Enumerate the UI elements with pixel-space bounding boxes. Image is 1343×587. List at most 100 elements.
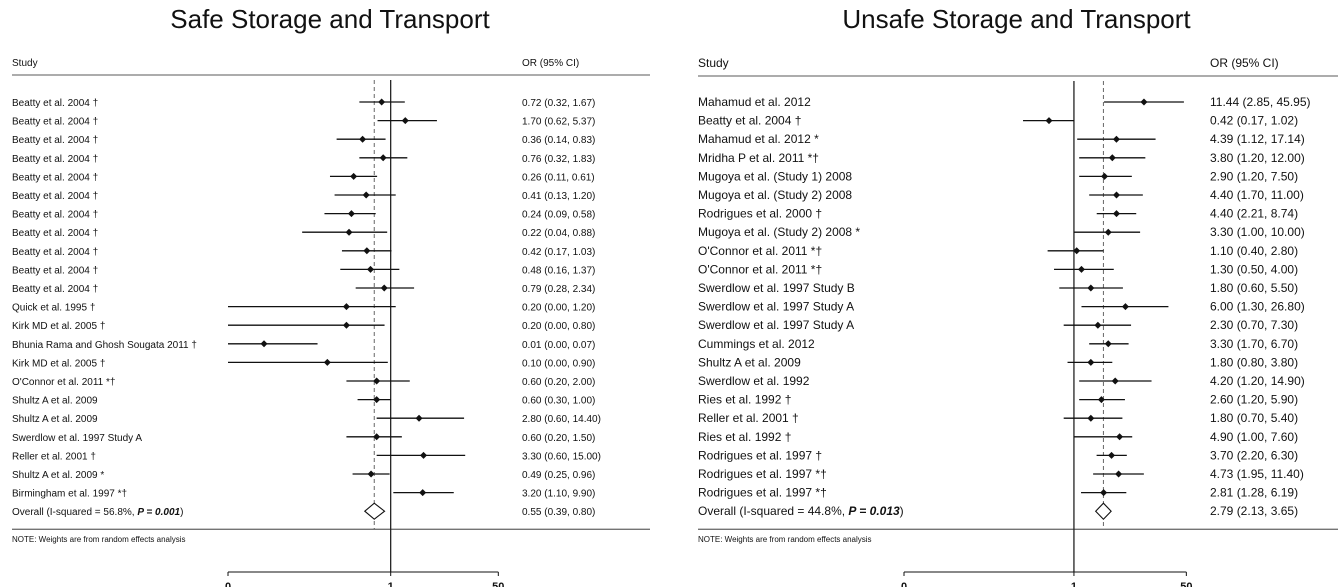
study-row: Beatty et al. 2004 † 0.42 (0.17, 1.03)	[12, 247, 595, 258]
point-estimate-marker	[359, 135, 367, 143]
overall-label: Overall (I-squared = 56.8%, P = 0.001)	[12, 507, 183, 518]
point-estimate-marker	[1121, 303, 1129, 311]
ci-value-label: 0.36 (0.14, 0.83)	[522, 135, 595, 146]
study-label: Beatty et al. 2004 †	[12, 154, 98, 165]
study-row: Quick et al. 1995 † 0.20 (0.00, 1.20)	[12, 303, 595, 314]
study-label: Bhunia Rama and Ghosh Sougata 2011 †	[12, 340, 197, 351]
forest-plot-safe-storage: Safe Storage and Transport Study OR (95% …	[0, 0, 660, 587]
ci-value-label: 4.20 (1.20, 14.90)	[1210, 374, 1305, 388]
ci-value-label: 4.73 (1.95, 11.40)	[1210, 467, 1304, 481]
ci-value-label: 0.01 (0.00, 0.07)	[522, 340, 595, 351]
study-label: Reller et al. 2001 †	[12, 451, 96, 462]
ci-value-label: 0.60 (0.20, 2.00)	[522, 377, 595, 388]
x-tick-label: 0	[225, 581, 231, 587]
note-text: NOTE: Weights are from random effects an…	[12, 535, 186, 544]
overall-row: Overall (I-squared = 56.8%, P = 0.001) 0.…	[12, 502, 595, 520]
point-estimate-marker	[1115, 470, 1123, 478]
study-row: Beatty et al. 2004 † 0.79 (0.28, 2.34)	[12, 284, 595, 295]
ci-value-label: 1.80 (0.70, 5.40)	[1210, 411, 1298, 425]
point-estimate-marker	[345, 228, 353, 236]
study-row: Mugoya et al. (Study 1) 2008 2.90 (1.20, …	[698, 169, 1298, 183]
study-row: Shultz A et al. 2009 * 0.49 (0.25, 0.96)	[12, 470, 595, 481]
column-header-study: Study	[698, 56, 729, 70]
point-estimate-marker	[419, 489, 427, 497]
study-row: Mugoya et al. (Study 2) 2008 * 3.30 (1.00…	[698, 225, 1305, 239]
point-estimate-marker	[1073, 247, 1081, 255]
point-estimate-marker	[1045, 117, 1053, 125]
chart-title: Unsafe Storage and Transport	[842, 4, 1191, 34]
study-label: Beatty et al. 2004 †	[12, 172, 98, 183]
overall-ci-label: 0.55 (0.39, 0.80)	[522, 507, 595, 518]
study-label: Reller et al. 2001 †	[698, 411, 799, 425]
ci-value-label: 0.72 (0.32, 1.67)	[522, 98, 595, 109]
study-row: Swerdlow et al. 1997 Study B 1.80 (0.60, …	[698, 281, 1298, 295]
study-row: Beatty et al. 2004 † 0.41 (0.13, 1.20)	[12, 191, 595, 202]
point-estimate-marker	[1108, 451, 1116, 459]
study-row: Bhunia Rama and Ghosh Sougata 2011 † 0.01…	[12, 340, 595, 351]
study-label: Kirk MD et al. 2005 †	[12, 358, 105, 369]
overall-row: Overall (I-squared = 44.8%, P = 0.013) 2.…	[698, 502, 1298, 520]
study-label: Swerdlow et al. 1997 Study A	[698, 300, 854, 314]
study-label: Mridha P et al. 2011 *†	[698, 151, 819, 165]
ci-value-label: 1.10 (0.40, 2.80)	[1210, 244, 1298, 258]
ci-value-label: 0.24 (0.09, 0.58)	[522, 210, 595, 221]
study-label: Shultz A et al. 2009	[698, 355, 801, 369]
point-estimate-marker	[347, 210, 355, 218]
study-row: Birmingham et al. 1997 *† 3.20 (1.10, 9.9…	[12, 489, 595, 500]
study-label: Rodrigues et al. 1997 *†	[698, 486, 827, 500]
ci-value-label: 3.30 (1.00, 10.00)	[1210, 225, 1305, 239]
ci-value-label: 0.49 (0.25, 0.96)	[522, 470, 595, 481]
ci-value-label: 2.81 (1.28, 6.19)	[1210, 486, 1298, 500]
study-row: Reller et al. 2001 † 1.80 (0.70, 5.40)	[698, 411, 1298, 425]
ci-value-label: 3.30 (0.60, 15.00)	[522, 451, 601, 462]
study-label: Mugoya et al. (Study 2) 2008	[698, 188, 852, 202]
study-row: Swerdlow et al. 1997 Study A 2.30 (0.70, …	[698, 318, 1298, 332]
point-estimate-marker	[1101, 172, 1109, 180]
study-label: Ries et al. 1992 †	[698, 393, 791, 407]
point-estimate-marker	[1100, 489, 1108, 497]
point-estimate-marker	[350, 172, 358, 180]
point-estimate-marker	[342, 303, 350, 311]
study-label: Ries et al. 1992 †	[698, 430, 791, 444]
point-estimate-marker	[380, 284, 388, 292]
ci-value-label: 0.10 (0.00, 0.90)	[522, 358, 595, 369]
ci-value-label: 3.70 (2.20, 6.30)	[1210, 448, 1298, 462]
column-header-or: OR (95% CI)	[522, 58, 579, 69]
ci-value-label: 0.20 (0.00, 0.80)	[522, 321, 595, 332]
ci-value-label: 11.44 (2.85, 45.95)	[1210, 95, 1311, 109]
ci-value-label: 0.42 (0.17, 1.02)	[1210, 114, 1298, 128]
study-row: Shultz A et al. 2009 0.60 (0.30, 1.00)	[12, 396, 595, 407]
ci-value-label: 0.22 (0.04, 0.88)	[522, 228, 595, 239]
study-label: Mugoya et al. (Study 1) 2008	[698, 169, 852, 183]
study-row: Shultz A et al. 2009 2.80 (0.60, 14.40)	[12, 414, 601, 425]
column-header-or: OR (95% CI)	[1210, 56, 1279, 70]
ci-value-label: 0.20 (0.00, 1.20)	[522, 303, 595, 314]
study-row: Beatty et al. 2004 † 0.36 (0.14, 0.83)	[12, 135, 595, 146]
point-estimate-marker	[1087, 414, 1095, 422]
study-label: Birmingham et al. 1997 *†	[12, 489, 127, 500]
study-label: O'Connor et al. 2011 *†	[698, 244, 822, 258]
study-label: Beatty et al. 2004 †	[12, 191, 98, 202]
point-estimate-marker	[1111, 377, 1119, 385]
study-label: O'Connor et al. 2011 *†	[698, 262, 822, 276]
x-tick-label: 50	[492, 581, 504, 587]
point-estimate-marker	[367, 265, 375, 273]
point-estimate-marker	[1097, 396, 1105, 404]
study-label: Shultz A et al. 2009	[12, 396, 98, 407]
study-row: Shultz A et al. 2009 1.80 (0.80, 3.80)	[698, 355, 1298, 369]
study-label: Beatty et al. 2004 †	[12, 265, 98, 276]
study-row: Beatty et al. 2004 † 0.24 (0.09, 0.58)	[12, 210, 595, 221]
point-estimate-marker	[1104, 228, 1112, 236]
point-estimate-marker	[373, 433, 381, 441]
ci-value-label: 0.76 (0.32, 1.83)	[522, 154, 595, 165]
study-row: Rodrigues et al. 1997 *† 2.81 (1.28, 6.19…	[698, 486, 1298, 500]
point-estimate-marker	[415, 414, 423, 422]
study-label: Swerdlow et al. 1997 Study B	[698, 281, 855, 295]
study-label: Kirk MD et al. 2005 †	[12, 321, 105, 332]
point-estimate-marker	[323, 358, 331, 366]
study-label: Beatty et al. 2004 †	[12, 117, 98, 128]
point-estimate-marker	[379, 154, 387, 162]
study-label: Beatty et al. 2004 †	[12, 228, 98, 239]
point-estimate-marker	[378, 98, 386, 106]
study-label: Swerdlow et al. 1992	[698, 374, 810, 388]
